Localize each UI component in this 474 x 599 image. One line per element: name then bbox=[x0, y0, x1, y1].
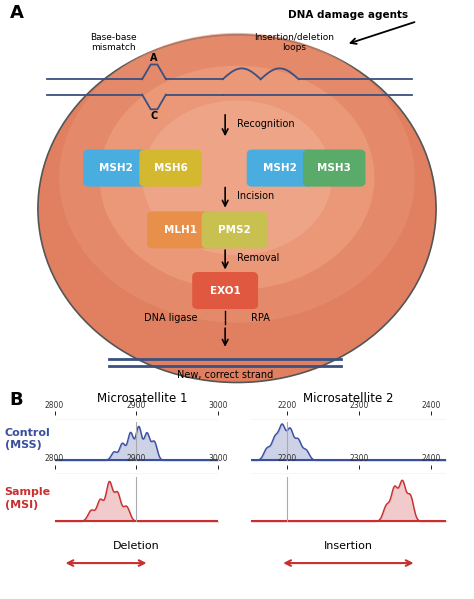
FancyBboxPatch shape bbox=[201, 211, 267, 249]
Text: EXO1: EXO1 bbox=[210, 286, 240, 295]
Text: MSH3: MSH3 bbox=[317, 163, 351, 173]
Ellipse shape bbox=[142, 101, 332, 255]
Text: DNA damage agents: DNA damage agents bbox=[288, 10, 408, 20]
Text: PMS2: PMS2 bbox=[218, 225, 251, 235]
Text: DNA ligase: DNA ligase bbox=[144, 313, 197, 323]
Text: Removal: Removal bbox=[237, 253, 279, 263]
Text: MSH2: MSH2 bbox=[99, 163, 133, 173]
Ellipse shape bbox=[59, 33, 415, 323]
Text: A: A bbox=[9, 4, 23, 22]
Text: New, correct strand: New, correct strand bbox=[177, 370, 273, 380]
Text: C: C bbox=[150, 111, 158, 121]
Ellipse shape bbox=[100, 66, 374, 290]
Text: RPA: RPA bbox=[251, 313, 270, 323]
Text: Base-base
mismatch: Base-base mismatch bbox=[91, 33, 137, 52]
FancyBboxPatch shape bbox=[139, 150, 202, 187]
Text: Microsatellite 2: Microsatellite 2 bbox=[303, 392, 393, 406]
Text: Recognition: Recognition bbox=[237, 119, 295, 129]
Ellipse shape bbox=[38, 35, 436, 383]
Text: MSH2: MSH2 bbox=[263, 163, 297, 173]
Text: B: B bbox=[9, 391, 23, 409]
FancyBboxPatch shape bbox=[192, 272, 258, 309]
Text: Incision: Incision bbox=[237, 191, 274, 201]
Text: MSH6: MSH6 bbox=[154, 163, 188, 173]
FancyBboxPatch shape bbox=[147, 211, 213, 249]
Text: MLH1: MLH1 bbox=[164, 225, 197, 235]
Text: Deletion: Deletion bbox=[113, 541, 159, 551]
FancyBboxPatch shape bbox=[83, 150, 149, 187]
Text: Microsatellite 1: Microsatellite 1 bbox=[97, 392, 187, 406]
Text: Insertion/deletion
loops: Insertion/deletion loops bbox=[254, 33, 334, 52]
FancyBboxPatch shape bbox=[303, 150, 365, 187]
Text: Sample
(MSI): Sample (MSI) bbox=[5, 487, 51, 510]
Text: Insertion: Insertion bbox=[324, 541, 373, 551]
FancyBboxPatch shape bbox=[246, 150, 313, 187]
Text: A: A bbox=[150, 53, 158, 63]
Text: Control
(MSS): Control (MSS) bbox=[5, 428, 51, 450]
